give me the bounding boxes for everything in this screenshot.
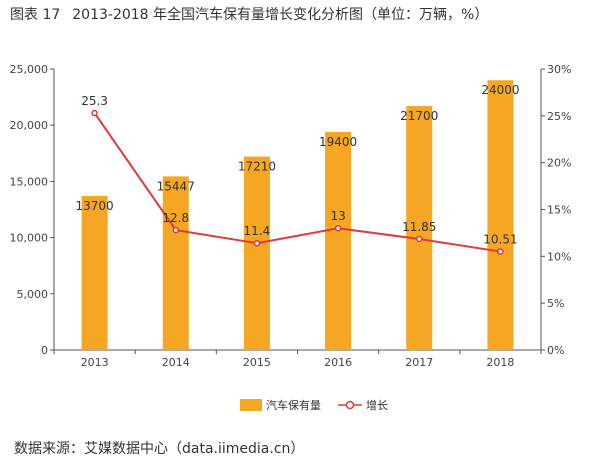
legend-bar-label: 汽车保有量	[266, 398, 321, 412]
chart-title: 图表 17 2013-2018 年全国汽车保有量增长变化分析图（单位：万辆，%）	[10, 4, 488, 24]
bar-value-label: 24000	[481, 83, 519, 97]
line-value-label: 11.4	[244, 224, 271, 238]
legend-line-label: 增长	[366, 398, 388, 412]
y-left-tick-label: 25,000	[10, 63, 49, 76]
y-left-tick-label: 15,000	[10, 175, 49, 188]
line-value-label: 13	[330, 209, 345, 223]
bar	[487, 80, 514, 351]
y-right-tick-label: 5%	[547, 297, 564, 310]
line-point	[497, 248, 504, 255]
line-point	[253, 239, 261, 247]
bar-value-label: 21700	[400, 109, 438, 123]
line-point	[416, 235, 423, 243]
bar-series: 13700 15447 17210 19400 21700 24000	[75, 80, 520, 351]
y-right-tick-label: 15%	[547, 204, 571, 217]
x-tick-label: 2017	[405, 356, 433, 369]
y-left-tick-label: 5,000	[17, 288, 49, 301]
combo-chart: 0 5,000 10,000 15,000 20,000 25,000 0% 5% 10% 15%…	[10, 63, 572, 412]
line-value-label: 10.51	[483, 233, 517, 247]
y-right-tick-label: 20%	[547, 157, 571, 170]
y-left-tick-label: 10,000	[10, 232, 49, 245]
y-left-tick-label: 0	[41, 344, 48, 357]
legend: 汽车保有量 增长	[240, 398, 388, 412]
line-value-label: 12.8	[162, 211, 189, 225]
data-source: 数据来源：艾媒数据中心（data.iimedia.cn）	[14, 441, 305, 457]
y-right-tick-label: 10%	[547, 250, 571, 263]
bar	[325, 131, 352, 350]
line-value-label: 11.85	[402, 220, 436, 234]
bar	[81, 196, 108, 350]
x-tick-label: 2013	[81, 356, 109, 369]
line-series: 25.3 12.8 11.4 13 11.85 10.51	[81, 94, 518, 255]
line-point	[91, 109, 98, 117]
line-point	[334, 224, 342, 232]
y-left-tick-label: 20,000	[10, 119, 49, 132]
bar	[406, 106, 433, 350]
bar-value-label: 17210	[238, 160, 276, 174]
y-right-tick-label: 30%	[547, 63, 571, 76]
bar	[162, 176, 189, 350]
title-text: 2013-2018 年全国汽车保有量增长变化分析图（单位：万辆，%）	[72, 7, 489, 23]
y-right-tick-label: 0%	[547, 344, 564, 357]
axes: 0 5,000 10,000 15,000 20,000 25,000 0% 5% 10% 15%…	[10, 63, 572, 369]
bar-value-label: 13700	[75, 199, 113, 213]
legend-line-marker	[345, 400, 355, 410]
x-tick-label: 2015	[243, 356, 271, 369]
line-value-label: 25.3	[81, 94, 108, 108]
x-tick-label: 2016	[324, 356, 352, 369]
bar-value-label: 19400	[319, 135, 357, 149]
x-tick-label: 2018	[486, 356, 514, 369]
bar	[243, 156, 270, 350]
line-point	[172, 226, 179, 234]
y-right-tick-label: 25%	[547, 110, 571, 123]
growth-line	[93, 112, 501, 253]
x-tick-label: 2014	[162, 356, 190, 369]
legend-bar-swatch	[240, 399, 262, 411]
figure-label: 图表 17	[10, 7, 61, 23]
bar-value-label: 15447	[157, 179, 195, 193]
